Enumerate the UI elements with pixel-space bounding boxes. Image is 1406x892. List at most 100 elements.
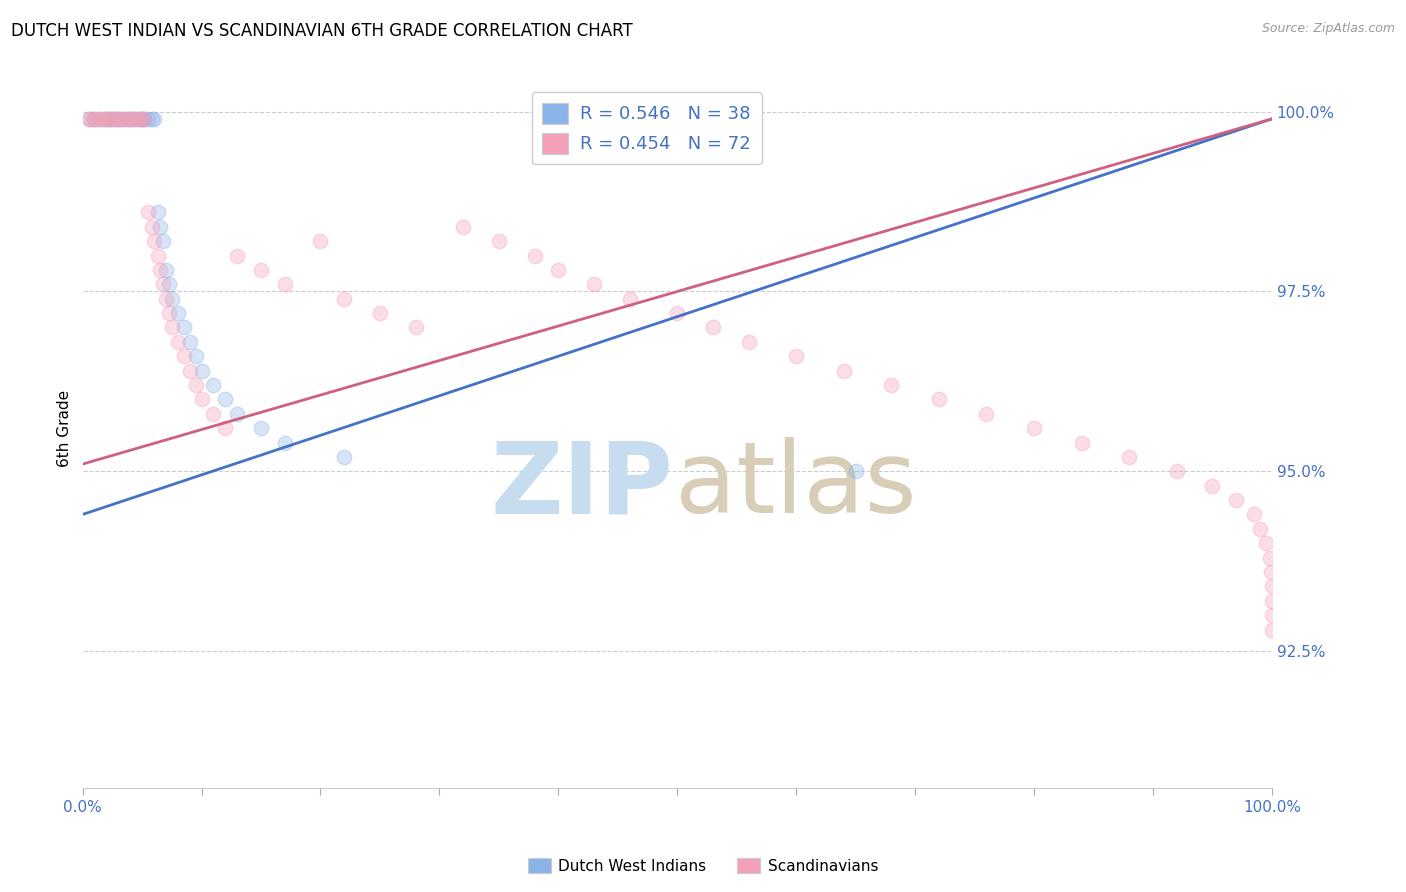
Point: [880, 378, 903, 392]
Point: [77, 112, 100, 126]
Point: [179, 334, 201, 349]
Point: [120, 112, 142, 126]
Point: [274, 277, 297, 292]
Text: DUTCH WEST INDIAN VS SCANDINAVIAN 6TH GRADE CORRELATION CHART: DUTCH WEST INDIAN VS SCANDINAVIAN 6TH GR…: [11, 22, 633, 40]
Point: [1254, 536, 1277, 550]
Point: [179, 363, 201, 377]
Point: [202, 378, 225, 392]
Point: [666, 306, 689, 320]
Point: [152, 234, 174, 248]
Point: [142, 112, 165, 126]
Point: [166, 306, 188, 320]
Point: [146, 205, 169, 219]
Point: [134, 112, 156, 126]
Point: [128, 112, 150, 126]
Point: [1166, 464, 1188, 478]
Point: [82, 112, 104, 126]
Point: [83, 112, 105, 126]
Point: [1261, 623, 1284, 637]
Point: [333, 450, 356, 464]
Point: [101, 112, 124, 126]
Point: [309, 234, 332, 248]
Point: [619, 292, 641, 306]
Point: [160, 320, 183, 334]
Point: [737, 334, 759, 349]
Point: [333, 292, 356, 306]
Point: [202, 407, 225, 421]
Point: [160, 292, 183, 306]
Point: [136, 205, 159, 219]
Point: [117, 112, 139, 126]
Point: [93, 112, 115, 126]
Point: [141, 112, 163, 126]
Point: [214, 421, 236, 435]
Point: [77, 112, 100, 126]
Legend: Dutch West Indians, Scandinavians: Dutch West Indians, Scandinavians: [522, 852, 884, 880]
Point: [152, 277, 174, 292]
Point: [184, 378, 207, 392]
Point: [1201, 478, 1223, 492]
Point: [226, 407, 249, 421]
Point: [125, 112, 148, 126]
Point: [405, 320, 427, 334]
Point: [523, 248, 546, 262]
Point: [96, 112, 118, 126]
Point: [149, 219, 172, 234]
Point: [190, 392, 212, 407]
Point: [136, 112, 159, 126]
Point: [96, 112, 118, 126]
Point: [131, 112, 153, 126]
Point: [110, 112, 132, 126]
Point: [582, 277, 605, 292]
Point: [1243, 508, 1265, 522]
Point: [368, 306, 391, 320]
Point: [1022, 421, 1045, 435]
Point: [1249, 522, 1271, 536]
Point: [832, 363, 855, 377]
Point: [125, 112, 148, 126]
Point: [107, 112, 129, 126]
Point: [155, 292, 177, 306]
Point: [97, 112, 120, 126]
Point: [1118, 450, 1140, 464]
Point: [451, 219, 474, 234]
Point: [89, 112, 111, 126]
Point: [117, 112, 139, 126]
Point: [89, 112, 111, 126]
Point: [112, 112, 135, 126]
Point: [1261, 608, 1284, 623]
Point: [488, 234, 510, 248]
Point: [190, 363, 212, 377]
Point: [101, 112, 124, 126]
Text: ZIP: ZIP: [491, 437, 673, 534]
Point: [702, 320, 724, 334]
Point: [173, 349, 195, 363]
Point: [157, 277, 180, 292]
Point: [121, 112, 143, 126]
Point: [104, 112, 127, 126]
Point: [104, 112, 127, 126]
Point: [976, 407, 998, 421]
Point: [134, 112, 156, 126]
Point: [157, 306, 180, 320]
Point: [250, 421, 273, 435]
Point: [250, 263, 273, 277]
Point: [83, 112, 105, 126]
Point: [142, 234, 165, 248]
Point: [110, 112, 132, 126]
Text: Source: ZipAtlas.com: Source: ZipAtlas.com: [1261, 22, 1395, 36]
Point: [1261, 593, 1284, 607]
Point: [86, 112, 108, 126]
Point: [120, 112, 142, 126]
Point: [166, 334, 188, 349]
Point: [97, 112, 120, 126]
Point: [149, 263, 172, 277]
Point: [1258, 550, 1281, 565]
Point: [1225, 493, 1247, 508]
Point: [146, 248, 169, 262]
Point: [128, 112, 150, 126]
Point: [845, 464, 868, 478]
Point: [1070, 435, 1092, 450]
Point: [1260, 565, 1282, 579]
Point: [131, 112, 153, 126]
